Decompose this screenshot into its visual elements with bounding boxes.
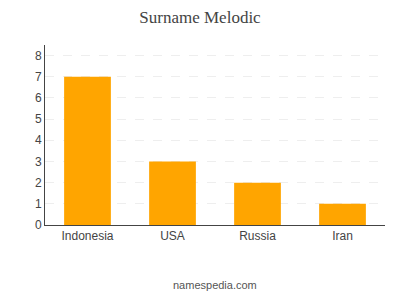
svg-text:2: 2 [35,176,42,190]
svg-text:3: 3 [35,155,42,169]
svg-text:Iran: Iran [332,229,353,243]
svg-text:4: 4 [35,133,42,147]
svg-text:5: 5 [35,112,42,126]
svg-text:namespedia.com: namespedia.com [173,279,257,291]
svg-text:1: 1 [35,197,42,211]
svg-text:6: 6 [35,91,42,105]
svg-text:0: 0 [35,218,42,232]
svg-text:Russia: Russia [239,229,276,243]
svg-text:Surname Melodic: Surname Melodic [139,8,261,27]
svg-text:8: 8 [35,49,42,63]
svg-text:7: 7 [35,70,42,84]
svg-text:Indonesia: Indonesia [61,229,113,243]
svg-text:USA: USA [160,229,185,243]
